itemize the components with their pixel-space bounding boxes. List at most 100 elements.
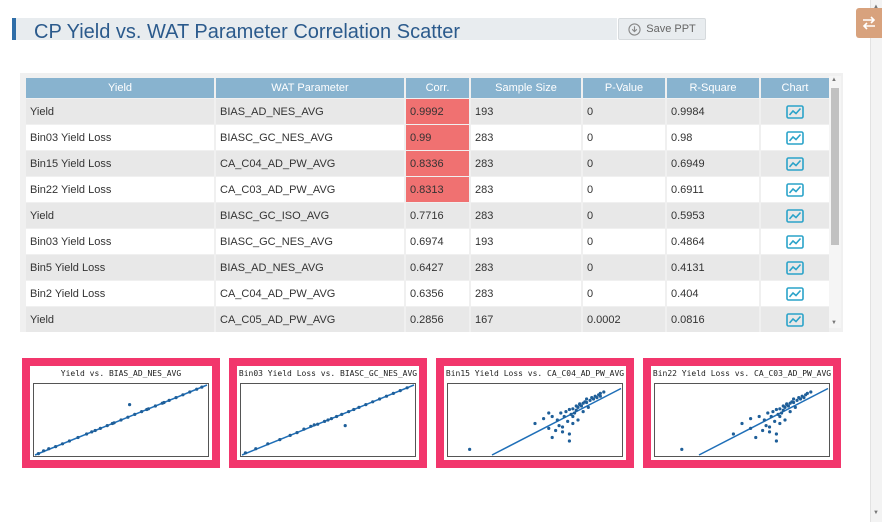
cell-chart	[761, 229, 829, 254]
scatter-point	[588, 398, 592, 402]
table-row[interactable]: Yield CA_C05_AD_PW_AVG 0.2856 167 0.0002 0.08…	[26, 307, 829, 332]
scatter-chart-canvas: Bin15 Yield Loss vs. CA_C04_AD_PW_AVG	[444, 366, 626, 460]
scatter-point	[391, 391, 395, 395]
scatter-chart-canvas: Bin22 Yield Loss vs. CA_C03_AD_PW_AVG	[651, 366, 833, 460]
scatter-chart-2[interactable]: Bin03 Yield Loss vs. BIASC_GC_NES_AVG	[229, 358, 427, 468]
scatter-chart-title: Bin03 Yield Loss vs. BIASC_GC_NES_AVG	[238, 369, 418, 378]
line-chart-icon[interactable]	[786, 234, 804, 249]
table-scroll-up-icon[interactable]: ▲	[831, 77, 837, 83]
scatter-point	[329, 417, 334, 421]
scroll-up-arrow-icon[interactable]: ▲	[873, 4, 879, 10]
fit-line	[491, 387, 622, 456]
cell-param: CA_C03_AD_PW_AVG	[216, 177, 404, 202]
page-title-bar	[12, 18, 617, 40]
table-row[interactable]: Bin2 Yield Loss CA_C04_AD_PW_AVG 0.6356 283…	[26, 281, 829, 306]
table-row[interactable]: Yield BIAS_AD_NES_AVG 0.9992 193 0 0.9984	[26, 99, 829, 124]
scatter-point	[785, 402, 789, 406]
cell-size: 283	[471, 125, 581, 150]
cell-yield: Yield	[26, 99, 214, 124]
cell-corr: 0.8336	[406, 151, 469, 176]
line-chart-icon[interactable]	[786, 182, 804, 197]
scatter-point	[754, 435, 758, 440]
line-chart-icon[interactable]	[786, 260, 804, 275]
scatter-point	[162, 400, 166, 405]
cell-size: 283	[471, 177, 581, 202]
scatter-point	[761, 428, 765, 433]
scatter-chart-4[interactable]: Bin22 Yield Loss vs. CA_C03_AD_PW_AVG	[643, 358, 841, 468]
scatter-point	[790, 400, 794, 404]
table-scrollbar-thumb[interactable]	[831, 88, 839, 245]
scatter-point	[762, 418, 766, 422]
scatter-chart-title: Yield vs. BIAS_AD_NES_AVG	[60, 369, 182, 378]
cell-chart	[761, 99, 829, 124]
scatter-point	[153, 404, 157, 408]
download-circle-icon	[628, 22, 641, 36]
scatter-point	[572, 411, 577, 415]
scatter-point	[364, 403, 368, 407]
table-row[interactable]: Bin03 Yield Loss BIASC_GC_NES_AVG 0.6974 19…	[26, 229, 829, 254]
scatter-point	[571, 414, 575, 419]
scroll-down-arrow-icon[interactable]: ▼	[873, 510, 879, 516]
cell-param: CA_C04_AD_PW_AVG	[216, 151, 404, 176]
column-header[interactable]: Corr.	[406, 78, 469, 98]
scatter-point	[181, 393, 185, 397]
table-row[interactable]: Bin22 Yield Loss CA_C03_AD_PW_AVG 0.8313 28…	[26, 177, 829, 202]
scatter-point	[174, 396, 178, 400]
line-chart-icon[interactable]	[786, 208, 804, 223]
scatter-point	[773, 419, 777, 423]
scatter-chart-1[interactable]: Yield vs. BIAS_AD_NES_AVG	[22, 358, 220, 468]
table-row[interactable]: Bin5 Yield Loss BIAS_AD_NES_AVG 0.6427 283 0…	[26, 255, 829, 280]
scatter-point	[533, 421, 537, 426]
plot-border	[33, 383, 209, 457]
scatter-point	[805, 391, 809, 395]
scatter-point	[542, 417, 546, 421]
scatter-point	[145, 407, 149, 412]
table-scroll-down-icon[interactable]: ▼	[831, 320, 837, 326]
scatter-point	[547, 411, 551, 415]
column-header[interactable]: Chart	[761, 78, 829, 98]
scatter-point	[357, 405, 361, 409]
cell-p: 0	[583, 229, 665, 254]
cell-chart	[761, 203, 829, 228]
scatter-point	[583, 400, 587, 404]
cell-yield: Bin22 Yield Loss	[26, 177, 214, 202]
scatter-point	[778, 407, 782, 411]
column-header[interactable]: P-Value	[583, 78, 665, 98]
scatter-point	[266, 442, 270, 446]
cell-param: BIASC_GC_NES_AVG	[216, 125, 404, 150]
column-header[interactable]: R-Square	[667, 78, 759, 98]
scatter-point	[767, 430, 772, 434]
table-row[interactable]: Bin15 Yield Loss CA_C04_AD_PW_AVG 0.8336 28…	[26, 151, 829, 176]
scatter-plot-area	[33, 383, 209, 457]
column-header[interactable]: Yield	[26, 78, 214, 98]
window-scrollbar[interactable]	[870, 0, 882, 522]
cell-corr: 0.6427	[406, 255, 469, 280]
correlation-table-panel: Yield WAT Parameter Corr. Sample Size P-Valu…	[20, 73, 843, 332]
scatter-point	[243, 451, 248, 455]
scatter-point	[598, 394, 602, 398]
scatter-chart-3[interactable]: Bin15 Yield Loss vs. CA_C04_AD_PW_AVG	[436, 358, 634, 468]
swap-panel-button[interactable]	[856, 8, 882, 38]
table-row[interactable]: Bin03 Yield Loss BIASC_GC_NES_AVG 0.99 283 0…	[26, 125, 829, 150]
cell-p: 0	[583, 99, 665, 124]
column-header[interactable]: Sample Size	[471, 78, 581, 98]
line-chart-icon[interactable]	[786, 286, 804, 301]
cell-param: CA_C04_AD_PW_AVG	[216, 281, 404, 306]
scatter-point	[90, 430, 94, 434]
cell-chart	[761, 307, 829, 332]
line-chart-icon[interactable]	[786, 104, 804, 119]
scatter-point	[93, 428, 97, 433]
line-chart-icon[interactable]	[786, 130, 804, 145]
line-chart-icon[interactable]	[786, 312, 804, 327]
save-ppt-button[interactable]: Save PPT	[618, 18, 706, 40]
scatter-point	[316, 422, 320, 426]
scatter-point	[371, 400, 375, 404]
table-row[interactable]: Yield BIASC_GC_ISO_AVG 0.7716 283 0 0.5953	[26, 203, 829, 228]
scatter-point	[560, 430, 565, 434]
scatter-point	[774, 407, 778, 412]
scatter-point	[384, 394, 389, 398]
line-chart-icon[interactable]	[786, 156, 804, 171]
scatter-point	[764, 424, 768, 428]
column-header[interactable]: WAT Parameter	[216, 78, 404, 98]
cell-param: CA_C05_AD_PW_AVG	[216, 307, 404, 332]
